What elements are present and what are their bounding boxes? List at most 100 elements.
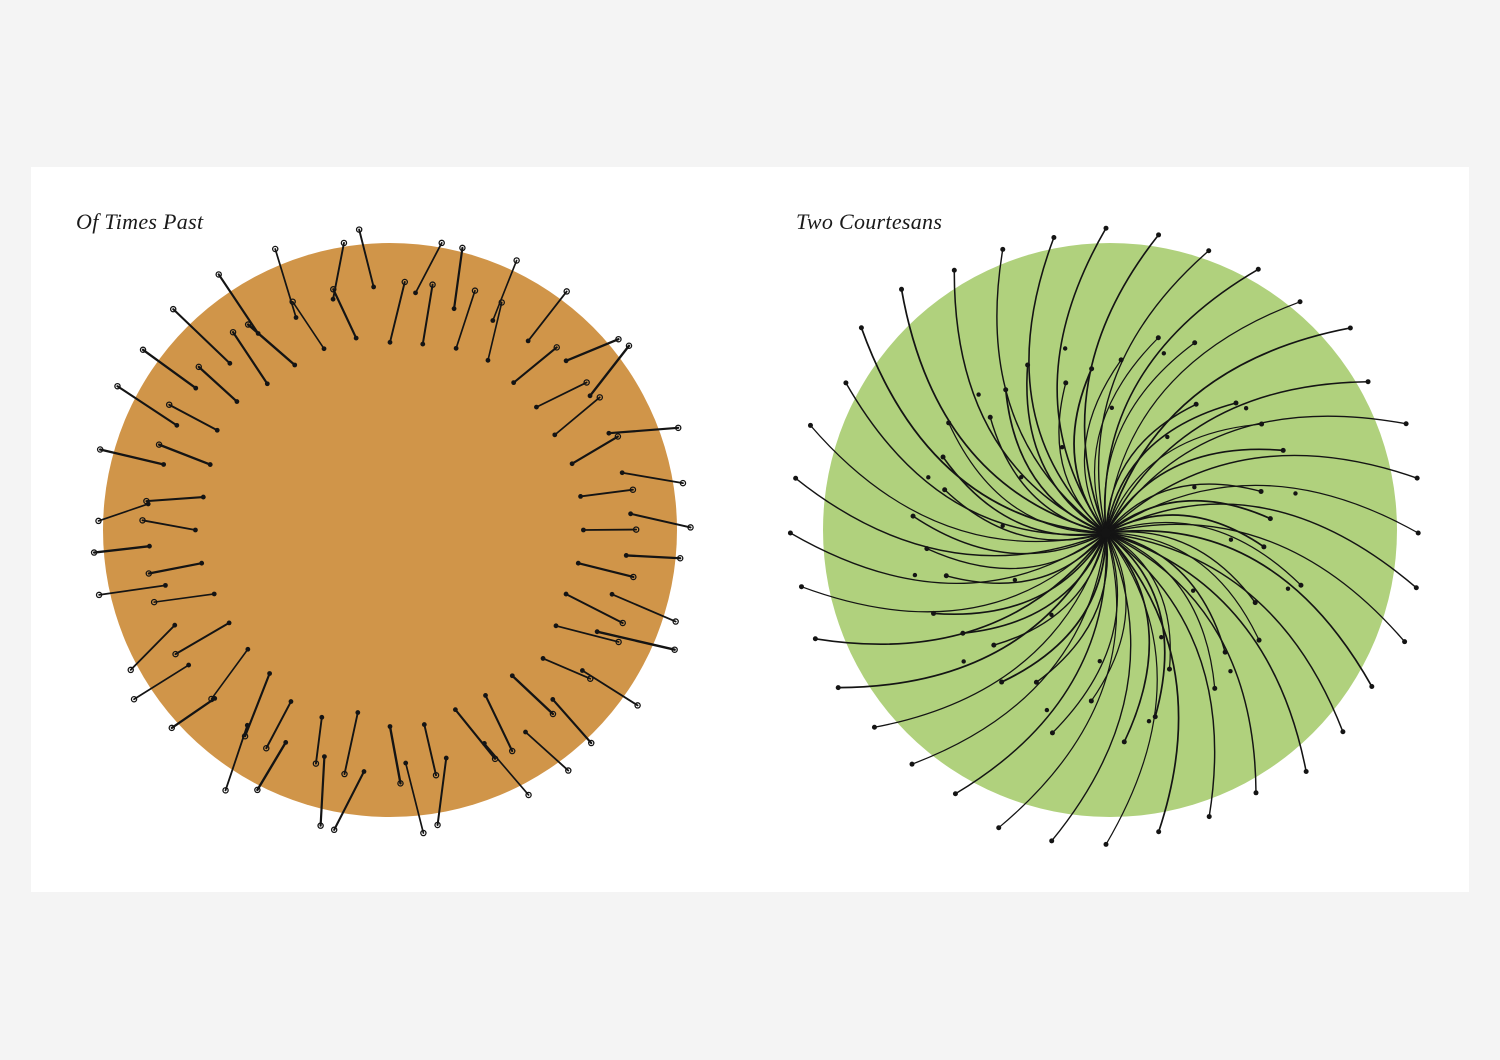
ink-dot (807, 422, 813, 428)
ink-dot (596, 394, 604, 401)
ink-stroke (1105, 380, 1369, 534)
ink-dot (130, 695, 138, 703)
ink-dot (1121, 739, 1127, 745)
ink-dot (420, 341, 426, 347)
ink-stroke (333, 770, 366, 831)
ink-stroke (483, 742, 530, 796)
ink-dot (1097, 658, 1102, 664)
ink-dot (222, 787, 229, 794)
ink-stroke (129, 624, 176, 671)
ink-stroke (423, 723, 438, 777)
ink-stroke (926, 532, 1107, 570)
ink-dot (787, 530, 793, 536)
ink-dot (353, 335, 359, 341)
ink-dot (672, 618, 679, 625)
ink-dot (1243, 406, 1249, 411)
ink-dot (676, 555, 684, 562)
ink-stroke (487, 301, 503, 362)
ink-stroke (1105, 529, 1373, 688)
ink-dot (172, 622, 178, 628)
ink-dot (155, 441, 163, 448)
ink-stroke (454, 708, 497, 760)
ink-dot (1044, 707, 1050, 713)
ink-stroke (343, 711, 359, 775)
ink-stroke (800, 532, 1107, 613)
ink-stroke (607, 426, 680, 435)
ink-dot (552, 432, 558, 438)
ink-dot (550, 697, 556, 702)
ink-stroke (452, 246, 464, 310)
ink-stroke (170, 697, 216, 730)
ink-dot (199, 560, 205, 566)
ink-stroke (1105, 532, 1158, 846)
ink-dot (143, 497, 150, 505)
ink-dot (1298, 582, 1304, 588)
ink-dot (615, 335, 622, 343)
ink-dot (1033, 679, 1039, 685)
ink-stroke (1000, 532, 1107, 683)
ink-dot (420, 829, 427, 837)
ink-dot (1192, 485, 1197, 490)
ink-stroke (256, 741, 287, 792)
ink-dot (1256, 637, 1262, 643)
ink-dot (169, 305, 177, 313)
ink-dot (90, 549, 98, 556)
ink-dot (793, 475, 799, 481)
ink-dot (292, 362, 298, 368)
ink-dot (628, 511, 634, 517)
ink-dot (583, 379, 590, 386)
ink-stroke (388, 725, 402, 785)
ink-stroke (1051, 532, 1132, 842)
ink-stroke (1105, 532, 1166, 718)
ink-stroke (932, 532, 1107, 616)
ink-dot (317, 822, 324, 829)
ink-stroke (1105, 423, 1263, 534)
ink-dot (150, 598, 158, 606)
ink-dot (926, 475, 931, 480)
ink-dot (553, 623, 559, 629)
ink-stroke (1026, 364, 1107, 534)
ink-stroke (1105, 415, 1407, 534)
ink-dot (186, 662, 192, 668)
ink-dot (632, 526, 640, 533)
ink-dot (581, 527, 586, 533)
ink-dot (168, 724, 176, 732)
ink-dot (227, 360, 233, 366)
ink-dot (267, 671, 272, 676)
ink-stroke (1083, 234, 1160, 534)
ink-stroke (404, 762, 425, 834)
ink-stroke (588, 344, 631, 398)
ink-stroke (174, 621, 231, 656)
ink-dot (226, 620, 232, 626)
ink-dot (397, 780, 404, 787)
ink-dot (95, 517, 102, 525)
ink-dot (341, 770, 348, 778)
ink-stroke (1051, 532, 1119, 734)
ink-stroke (948, 422, 1107, 534)
ink-dot (1161, 351, 1167, 356)
ink-dot (403, 760, 409, 766)
ink-dot (1156, 829, 1162, 835)
center-knot (1101, 528, 1111, 538)
ink-dot (619, 470, 625, 476)
ink-dot (387, 339, 393, 345)
ink-stroke (1105, 521, 1302, 586)
ink-dot (434, 821, 441, 829)
ink-stroke (1105, 499, 1272, 534)
ink-stroke (141, 348, 197, 390)
ink-dot (511, 380, 517, 386)
ink-dot (1088, 698, 1094, 704)
ink-dot (1280, 447, 1286, 453)
ink-dot (229, 328, 237, 336)
ink-dot (578, 493, 583, 499)
ink-dot (976, 392, 981, 397)
ink-stroke (1105, 532, 1180, 833)
ink-dot (899, 286, 905, 292)
ink-dot (606, 430, 612, 436)
ink-dot (355, 226, 363, 233)
ink-dot (1261, 544, 1267, 550)
ink-stroke (1035, 532, 1109, 683)
artwork-sheet: Of Times Past Two Courtesans (31, 167, 1469, 892)
ink-stroke (535, 381, 588, 408)
ink-dot (271, 245, 279, 253)
